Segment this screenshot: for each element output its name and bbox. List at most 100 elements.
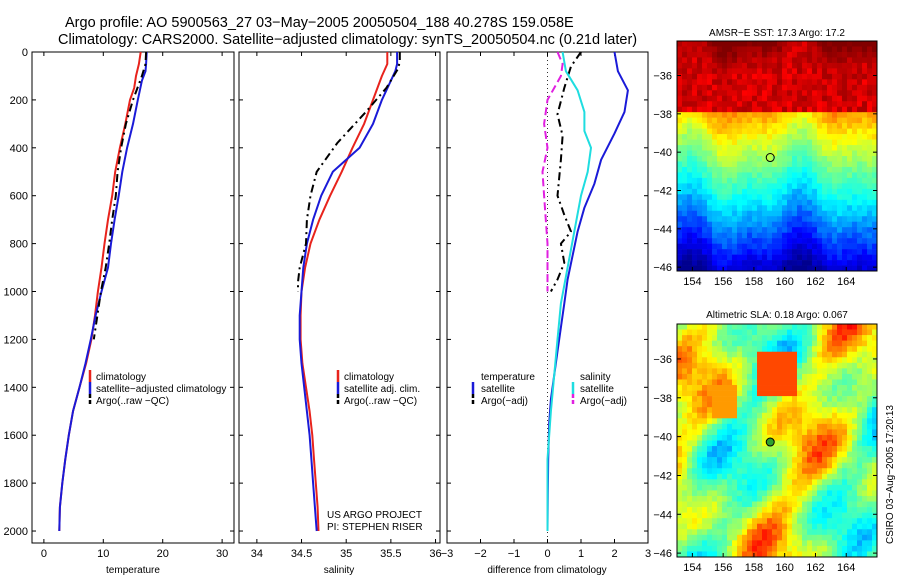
map-cell (817, 156, 823, 162)
map-cell (792, 451, 798, 458)
sla-map-lat-label: −44 (653, 509, 672, 521)
map-cell (727, 199, 733, 206)
map-cell (812, 418, 818, 425)
map-cell (807, 73, 813, 80)
map-cell (817, 457, 823, 463)
map-cell (747, 134, 753, 140)
map-cell (747, 423, 753, 430)
map-cell (832, 412, 838, 419)
map-cell (712, 357, 718, 364)
map-cell (732, 462, 738, 469)
map-cell (732, 243, 738, 250)
salinity-legend-climatology: climatology (344, 372, 394, 383)
map-cell (777, 194, 783, 201)
map-cell (862, 249, 868, 255)
map-cell (752, 46, 758, 53)
map-cell (832, 249, 838, 255)
map-cell (782, 232, 788, 239)
map-cell (822, 216, 828, 223)
map-cell (872, 385, 878, 391)
map-cell (687, 117, 693, 124)
map-cell (707, 117, 713, 124)
map-cell (727, 340, 733, 347)
map-cell (692, 134, 698, 140)
map-cell (737, 84, 743, 91)
map-cell (837, 385, 843, 391)
map-cell (692, 346, 698, 353)
salinity-panel: 34 34.5 35 35.5 36 salinity climatology sate… (238, 51, 442, 576)
map-cell (712, 177, 718, 184)
map-cell (812, 373, 818, 380)
map-cell (847, 457, 853, 463)
map-cell (802, 379, 808, 386)
map-cell (712, 351, 718, 358)
map-cell (807, 440, 813, 447)
map-cell (832, 434, 838, 441)
map-cell (822, 221, 828, 228)
sst-map-lat-label: −40 (653, 147, 672, 159)
map-cell (872, 249, 878, 255)
map-cell (717, 46, 723, 53)
map-cell (737, 373, 743, 380)
map-cell (827, 265, 833, 272)
map-cell (682, 512, 688, 519)
map-cell (677, 429, 683, 436)
map-cell (737, 139, 743, 146)
map-cell (832, 396, 838, 402)
map-cell (782, 68, 788, 75)
map-cell (777, 484, 783, 491)
sla-map-lat-label: −46 (653, 548, 672, 560)
map-cell (702, 540, 708, 547)
map-cell (792, 329, 798, 336)
map-cell (842, 57, 848, 64)
map-cell (832, 205, 838, 212)
map-cell (697, 134, 703, 140)
map-cell (737, 238, 743, 244)
map-cell (682, 457, 688, 463)
map-cell (752, 227, 758, 233)
map-cell (867, 79, 873, 86)
map-cell (807, 362, 813, 369)
map-cell (702, 139, 708, 146)
map-cell (737, 385, 743, 391)
map-cell (692, 401, 698, 408)
map-cell (867, 362, 873, 369)
map-cell (702, 199, 708, 206)
map-cell (737, 112, 743, 118)
map-cell (707, 166, 713, 173)
map-cell (817, 468, 823, 475)
map-cell (717, 227, 723, 233)
map-cell (842, 46, 848, 53)
map-cell (822, 479, 828, 486)
map-cell (847, 166, 853, 173)
map-cell (782, 260, 788, 266)
map-cell (732, 95, 738, 102)
map-cell (852, 468, 858, 475)
map-cell (857, 112, 863, 118)
map-cell (842, 346, 848, 353)
map-cell (717, 468, 723, 475)
map-cell (682, 329, 688, 336)
map-cell (837, 188, 843, 195)
map-cell (832, 243, 838, 250)
map-cell (677, 227, 683, 233)
map-cell (862, 412, 868, 419)
map-cell (722, 183, 728, 190)
map-cell (767, 373, 773, 380)
map-cell (742, 57, 748, 64)
map-cell (707, 451, 713, 458)
map-cell (807, 177, 813, 184)
map-cell (807, 199, 813, 206)
map-cell (702, 534, 708, 541)
map-cell (677, 346, 683, 353)
map-cell (682, 340, 688, 347)
map-cell (847, 117, 853, 124)
map-cell (777, 134, 783, 140)
map-cell (792, 205, 798, 212)
map-cell (762, 518, 768, 525)
map-cell (817, 221, 823, 228)
map-cell (762, 79, 768, 86)
map-cell (807, 507, 813, 513)
map-cell (837, 390, 843, 397)
map-cell (867, 145, 873, 151)
